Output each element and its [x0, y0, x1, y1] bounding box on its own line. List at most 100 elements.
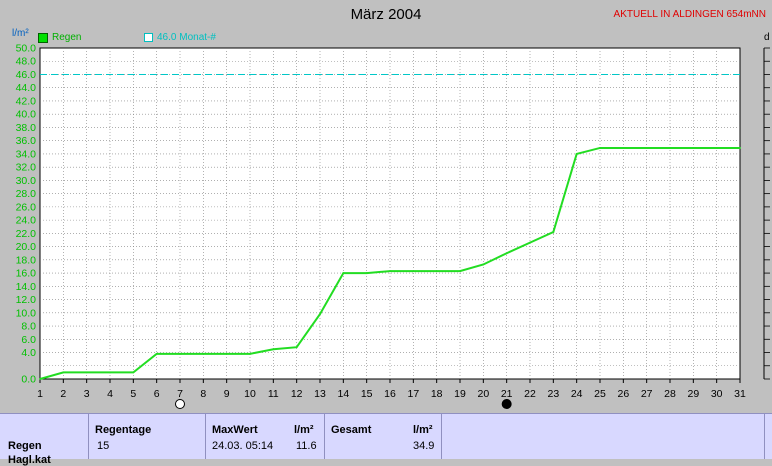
maxwert-unit: l/m² [294, 424, 314, 436]
y-tick-label: 6.0 [21, 334, 36, 346]
data-point [505, 252, 508, 255]
data-point [179, 352, 181, 355]
x-tick-label: 23 [547, 388, 559, 400]
station-label: AKTUELL IN ALDINGEN 654mNN [613, 9, 766, 20]
x-tick-label: 18 [431, 388, 443, 400]
y-tick-label: 18.0 [16, 254, 37, 266]
data-point [599, 147, 601, 149]
gesamt-unit: l/m² [413, 424, 433, 436]
maxwert-value: 11.6 [296, 440, 317, 452]
x-tick-label: 22 [524, 388, 536, 400]
chart-title: März 2004 [350, 6, 422, 23]
x-tick-label: 31 [734, 388, 746, 400]
y-tick-label: 50.0 [16, 43, 37, 55]
x-tick-label: 20 [477, 388, 489, 400]
regentage-header: Regentage [95, 424, 152, 436]
data-point [669, 147, 671, 149]
y-tick-label: 34.0 [16, 148, 37, 160]
x-tick-label: 6 [154, 388, 160, 400]
y-tick-label: 4.0 [21, 347, 36, 359]
data-point [109, 371, 111, 374]
x-tick-label: 5 [130, 388, 136, 400]
data-point [622, 147, 625, 149]
data-point [645, 147, 648, 149]
y-tick-label: 10.0 [16, 307, 37, 319]
x-tick-label: 24 [571, 388, 583, 400]
legend-rain-swatch [38, 32, 48, 43]
x-tick-label: 10 [244, 388, 256, 400]
legend-rain: Regen [38, 32, 81, 43]
y-unit-label: l/m² [12, 28, 29, 39]
y-tick-label: 36.0 [16, 135, 37, 147]
x-tick-label: 7 [177, 388, 183, 400]
maxwert-date: 24.03. 05:14 [212, 440, 274, 452]
footer-label-cell: Regen Hagl.kat [0, 414, 89, 466]
x-tick-label: 9 [224, 388, 230, 400]
data-point [295, 346, 298, 349]
footer-row-label2: Hagl.kat [8, 454, 51, 466]
x-tick-label: 28 [664, 388, 676, 400]
y-tick-label: 16.0 [16, 268, 37, 280]
data-point [155, 352, 158, 355]
x-tick-label: 12 [291, 388, 303, 400]
data-point [132, 371, 135, 374]
x-tick-label: 29 [687, 388, 699, 400]
data-point [715, 147, 718, 149]
y-tick-label: 28.0 [16, 188, 37, 200]
x-tick-label: 8 [200, 388, 206, 400]
footer-gesamt-cell: Gesamt l/m² 34.9 [325, 414, 442, 459]
data-point [529, 241, 531, 244]
data-point [482, 263, 485, 266]
x-tick-label: 30 [711, 388, 723, 400]
y-tick-label: 14.0 [16, 281, 37, 293]
data-point [249, 352, 251, 355]
data-point [319, 313, 321, 316]
y-tick-label: 38.0 [16, 122, 37, 134]
data-point [342, 272, 345, 274]
legend-rain-label: Regen [52, 32, 82, 43]
y-tick-label: 40.0 [16, 109, 37, 121]
y-tick-label: 22.0 [16, 228, 37, 240]
data-point [389, 270, 391, 272]
y-tick-label: 0.0 [21, 374, 36, 386]
y-tick-label: 8.0 [21, 321, 36, 333]
full-moon-icon [175, 399, 185, 409]
data-point [202, 352, 205, 355]
x-tick-label: 13 [314, 388, 326, 400]
data-point [85, 371, 88, 374]
y-tick-label: 32.0 [16, 162, 37, 174]
y-tick-label: 44.0 [16, 82, 37, 94]
stats-footer: Regen Hagl.kat Regentage 15 MaxWert l/m²… [0, 413, 772, 466]
data-point [692, 147, 695, 149]
legend-avg: 46.0 Monat-# [144, 32, 216, 43]
footer-maxwert-cell: MaxWert l/m² 24.03. 05:14 11.6 [206, 414, 325, 459]
legend-avg-swatch [144, 33, 153, 42]
data-point [272, 348, 275, 351]
data-point [739, 147, 741, 149]
x-tick-label: 27 [641, 388, 653, 400]
y-tick-label: 20.0 [16, 241, 37, 253]
regentage-value: 15 [97, 440, 110, 452]
x-tick-label: 4 [107, 388, 113, 400]
data-point [225, 352, 228, 355]
x-tick-label: 11 [268, 388, 279, 400]
gesamt-value: 34.9 [413, 440, 435, 452]
x-tick-label: 25 [594, 388, 606, 400]
x-tick-label: 26 [617, 388, 629, 400]
y-tick-label: 26.0 [16, 201, 37, 213]
x-tick-label: 21 [501, 388, 513, 400]
y-tick-label: 48.0 [16, 56, 37, 68]
rain-chart: 0.0 4.06.08.0 10.012.014.016.0 18.020.022.0… [16, 43, 770, 409]
footer-row-label: Regen [8, 440, 42, 452]
data-point [575, 153, 578, 155]
data-point [552, 231, 555, 233]
x-tick-label: 16 [384, 388, 396, 400]
legend-avg-label: 46.0 Monat-# [157, 32, 216, 43]
data-point [459, 270, 461, 272]
data-point [39, 378, 41, 380]
x-tick-label: 1 [37, 388, 43, 400]
maxwert-header: MaxWert [212, 424, 258, 436]
footer-empty-cell [442, 414, 765, 459]
y-tick-label: 30.0 [16, 175, 37, 187]
right-cut-label: d [764, 32, 770, 43]
